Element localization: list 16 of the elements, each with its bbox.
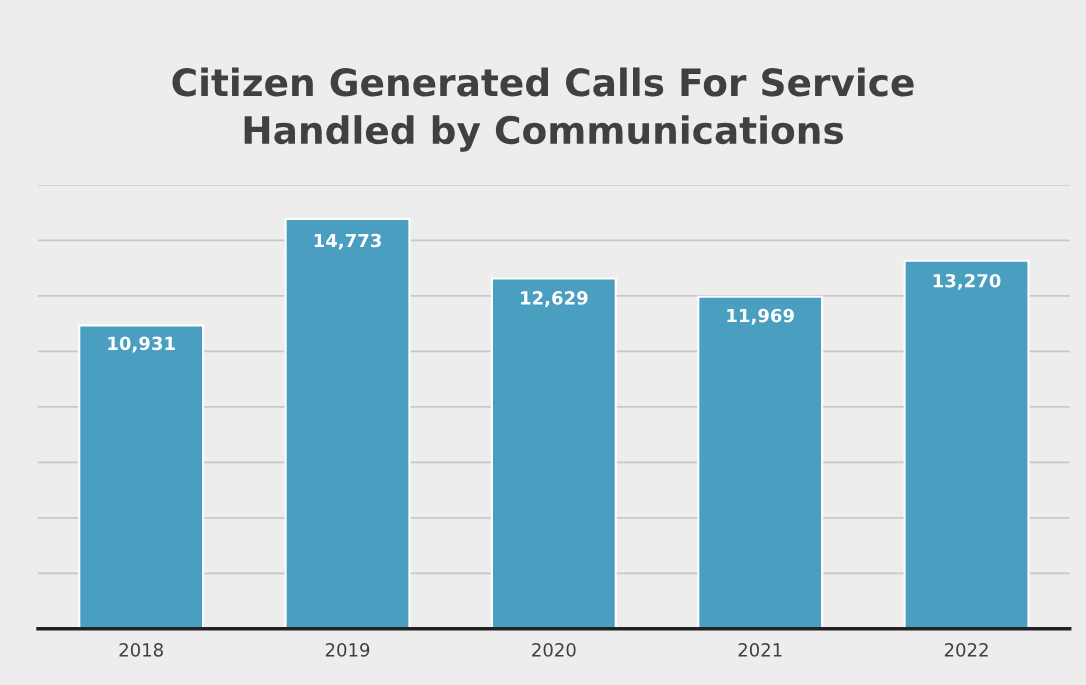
x-tick-label: 2020 — [532, 643, 576, 657]
bar — [284, 217, 411, 629]
x-tick-label: 2018 — [119, 643, 163, 657]
x-tick-label: 2019 — [325, 643, 370, 657]
chart-title: Citizen Generated Calls For Service Handled by Communications — [172, 67, 914, 152]
bar — [490, 277, 617, 629]
x-tick-label: 2021 — [738, 643, 782, 657]
data-label: 13,270 — [933, 273, 1001, 290]
data-label: 11,969 — [727, 308, 794, 325]
data-label: 12,629 — [521, 291, 588, 308]
bar — [78, 324, 205, 629]
bar — [903, 259, 1030, 629]
data-label: 14,773 — [314, 233, 381, 250]
x-tick-label: 2022 — [944, 643, 988, 657]
data-label: 10,931 — [108, 336, 175, 353]
bar — [697, 295, 824, 629]
